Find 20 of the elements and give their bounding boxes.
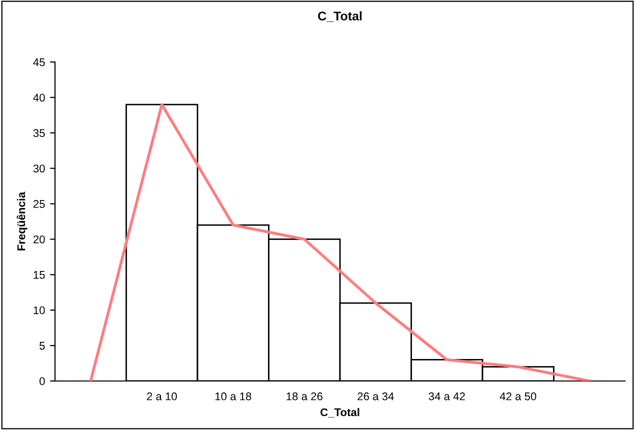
line-series xyxy=(89,103,591,381)
y-tick-label: 15 xyxy=(34,271,45,279)
y-tick-label: 40 xyxy=(33,94,45,102)
y-tick-label: 35 xyxy=(33,129,45,138)
y-axis-title: Freqüência xyxy=(16,192,28,250)
y-tick-label: 30 xyxy=(33,164,45,172)
y-tick-label: 45 xyxy=(33,58,45,66)
x-tick-label: 18 a 26 xyxy=(286,392,322,400)
y-tick-label: 20 xyxy=(33,235,45,244)
x-tick-label: 34 a 42 xyxy=(428,392,465,400)
x-tick-label: 42 a 50 xyxy=(500,392,536,400)
y-tick-label: 10 xyxy=(34,306,45,314)
chart-title: C_Total xyxy=(318,11,362,22)
y-tick-label: 25 xyxy=(33,200,45,208)
x-tick-label: 10 a 18 xyxy=(215,392,252,400)
x-tick-label: 26 a 34 xyxy=(358,392,394,400)
y-tick-label: 0 xyxy=(40,377,45,386)
x-tick-label: 2 a 10 xyxy=(146,392,177,400)
x-axis-title: C_Total xyxy=(320,408,360,418)
y-tick-label: 5 xyxy=(40,342,45,350)
